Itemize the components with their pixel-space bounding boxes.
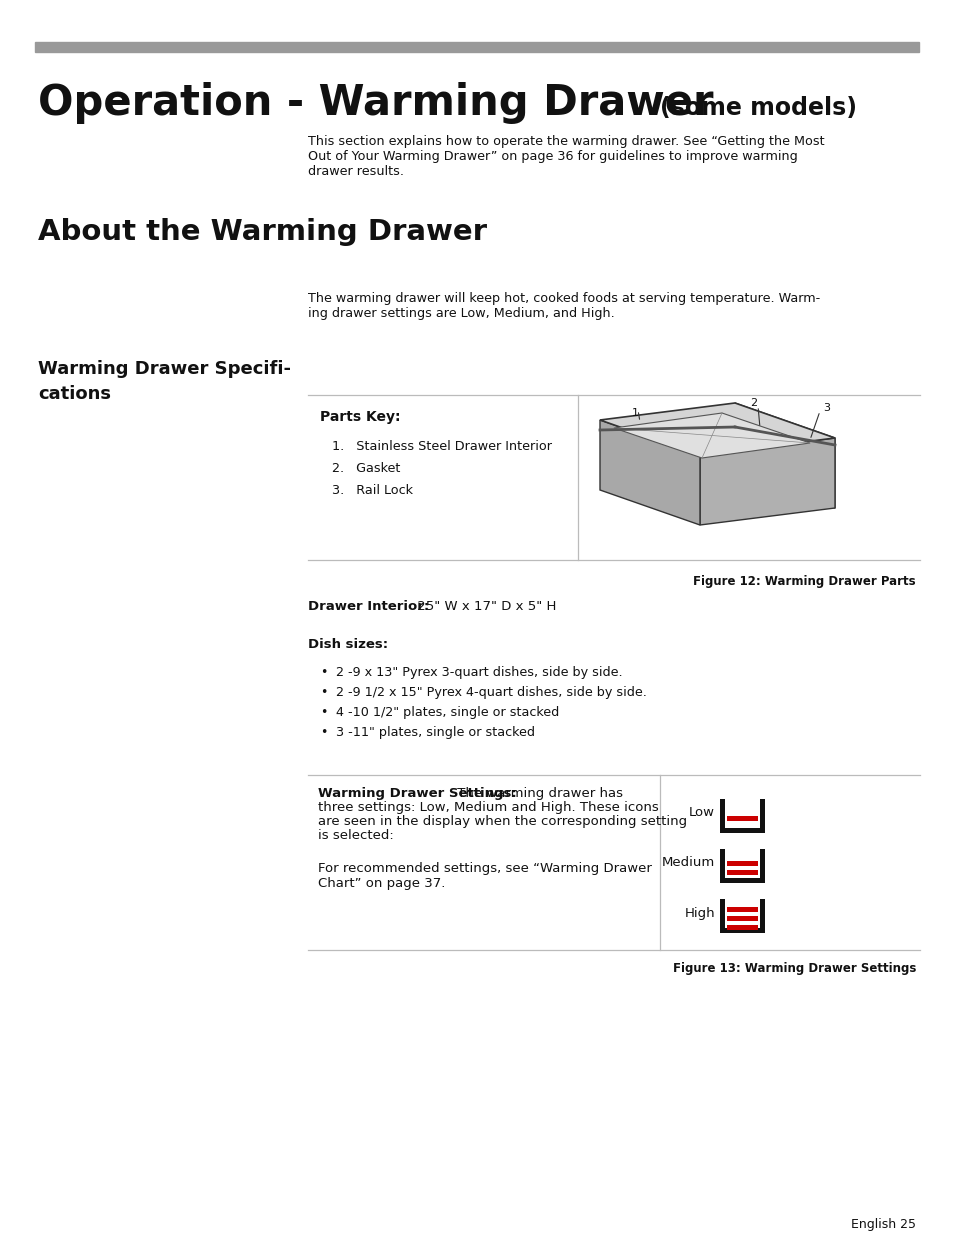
Bar xyxy=(35,42,918,52)
Bar xyxy=(760,799,764,832)
Bar xyxy=(726,869,758,876)
Text: •: • xyxy=(319,685,327,699)
Polygon shape xyxy=(599,420,700,525)
Bar xyxy=(720,899,724,932)
Text: The warming drawer has: The warming drawer has xyxy=(453,787,622,800)
Text: The warming drawer will keep hot, cooked foods at serving temperature. Warm-
ing: The warming drawer will keep hot, cooked… xyxy=(308,291,820,320)
Bar xyxy=(726,906,758,911)
Text: Medium: Medium xyxy=(661,857,714,869)
Text: 1.   Stainless Steel Drawer Interior: 1. Stainless Steel Drawer Interior xyxy=(332,440,552,453)
Text: Figure 12: Warming Drawer Parts: Figure 12: Warming Drawer Parts xyxy=(693,576,915,588)
Text: three settings: Low, Medium and High. These icons: three settings: Low, Medium and High. Th… xyxy=(317,802,659,814)
Text: 2.   Gasket: 2. Gasket xyxy=(332,462,400,475)
Bar xyxy=(726,815,758,820)
Text: 25" W x 17" D x 5" H: 25" W x 17" D x 5" H xyxy=(413,600,556,613)
Text: Parts Key:: Parts Key: xyxy=(319,410,400,424)
Bar xyxy=(720,927,764,932)
Bar xyxy=(720,878,764,883)
Polygon shape xyxy=(700,438,834,525)
Text: About the Warming Drawer: About the Warming Drawer xyxy=(38,219,486,246)
Text: 2 -9 x 13" Pyrex 3-quart dishes, side by side.: 2 -9 x 13" Pyrex 3-quart dishes, side by… xyxy=(335,666,622,679)
Bar xyxy=(720,848,724,883)
Polygon shape xyxy=(599,403,834,454)
Text: •: • xyxy=(319,666,327,679)
Text: are seen in the display when the corresponding setting: are seen in the display when the corresp… xyxy=(317,815,686,827)
Text: Low: Low xyxy=(688,806,714,820)
Text: 3: 3 xyxy=(822,403,829,412)
Text: Warming Drawer Settings:: Warming Drawer Settings: xyxy=(317,787,517,800)
Text: 4 -10 1/2" plates, single or stacked: 4 -10 1/2" plates, single or stacked xyxy=(335,706,558,719)
Text: 1: 1 xyxy=(631,408,639,417)
Text: Drawer Interior:: Drawer Interior: xyxy=(308,600,429,613)
Text: (some models): (some models) xyxy=(659,96,856,120)
Text: 2: 2 xyxy=(749,398,757,408)
Text: Warming Drawer Specifi-
cations: Warming Drawer Specifi- cations xyxy=(38,359,291,403)
Text: Figure 13: Warming Drawer Settings: Figure 13: Warming Drawer Settings xyxy=(672,962,915,974)
Text: Operation - Warming Drawer: Operation - Warming Drawer xyxy=(38,82,727,124)
Text: English 25: English 25 xyxy=(850,1218,915,1231)
Text: This section explains how to operate the warming drawer. See “Getting the Most
O: This section explains how to operate the… xyxy=(308,135,823,178)
Text: 2 -9 1/2 x 15" Pyrex 4-quart dishes, side by side.: 2 -9 1/2 x 15" Pyrex 4-quart dishes, sid… xyxy=(335,685,646,699)
Polygon shape xyxy=(734,403,834,508)
Bar xyxy=(760,899,764,932)
Bar xyxy=(726,915,758,920)
Bar xyxy=(720,827,764,832)
Text: •: • xyxy=(319,706,327,719)
Bar xyxy=(720,799,724,832)
Bar xyxy=(726,861,758,866)
Text: is selected:: is selected: xyxy=(317,829,394,842)
Polygon shape xyxy=(614,412,809,458)
Text: For recommended settings, see “Warming Drawer
Chart” on page 37.: For recommended settings, see “Warming D… xyxy=(317,862,651,890)
Text: 3.   Rail Lock: 3. Rail Lock xyxy=(332,484,413,496)
Bar xyxy=(726,925,758,930)
Text: 3 -11" plates, single or stacked: 3 -11" plates, single or stacked xyxy=(335,726,535,739)
Text: Dish sizes:: Dish sizes: xyxy=(308,638,388,651)
Text: •: • xyxy=(319,726,327,739)
Bar xyxy=(760,848,764,883)
Text: High: High xyxy=(683,906,714,920)
